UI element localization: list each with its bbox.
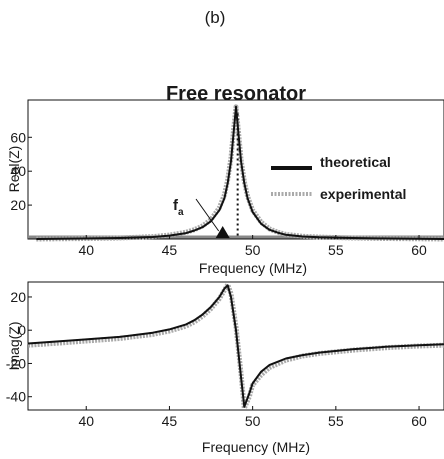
top-plot-frame [27, 99, 444, 240]
bottom-y-tick-label: -40 [6, 389, 26, 405]
annotation-triangle-marker [215, 226, 230, 238]
bottom-x-tick-label: 60 [411, 413, 427, 429]
bottom-plot-content [27, 282, 444, 411]
annotation-fa-sub: a [178, 207, 184, 218]
top-y-tick-label: 60 [10, 129, 26, 145]
top-y-tick-label: 40 [10, 163, 26, 179]
legend-label-experimental: experimental [320, 186, 406, 202]
top-plot-content [28, 104, 444, 242]
bottom-x-tick-label: 45 [162, 413, 178, 429]
annotation-fa-main: f [173, 197, 179, 214]
legend-label-theoretical: theoretical [320, 154, 391, 170]
annotation-leader-line [195, 198, 220, 232]
top-y-axis-label: Real(Z) [6, 146, 22, 193]
bottom-x-tick-label: 50 [245, 413, 261, 429]
top-x-ticks: 40 45 50 55 60 [78, 235, 427, 258]
bottom-y-axis-label: Imag(Z) [6, 322, 22, 371]
bottom-y-ticks: 20 0 -20 -40 [6, 289, 32, 405]
top-chart-title: Free resonator [166, 83, 306, 105]
top-series-theoretical [36, 105, 444, 240]
bottom-y-tick-label: 20 [10, 289, 26, 305]
bottom-plot-frame [27, 281, 444, 411]
bottom-x-axis-label: Frequency (MHz) [202, 439, 310, 455]
bottom-y-tick-label: -20 [6, 355, 26, 371]
bottom-series-theoretical [27, 284, 444, 408]
top-x-tick-label: 60 [411, 242, 427, 258]
panel-label: (b) [205, 8, 226, 27]
annotation-fa: fa [173, 197, 184, 218]
bottom-x-tick-label: 40 [78, 413, 94, 429]
bottom-x-ticks: 40 45 50 55 60 [78, 406, 427, 429]
top-series-experimental [36, 104, 444, 242]
top-y-ticks: 20 40 60 [10, 129, 32, 213]
top-x-tick-label: 55 [328, 242, 344, 258]
top-x-axis-label: Frequency (MHz) [199, 260, 307, 276]
annotation-arrow [195, 198, 230, 238]
top-x-tick-label: 45 [162, 242, 178, 258]
top-y-tick-label: 20 [10, 197, 26, 213]
top-x-tick-label: 40 [78, 242, 94, 258]
bottom-x-tick-label: 55 [328, 413, 344, 429]
top-x-tick-label: 50 [245, 242, 261, 258]
bottom-y-tick-label: 0 [18, 322, 26, 338]
